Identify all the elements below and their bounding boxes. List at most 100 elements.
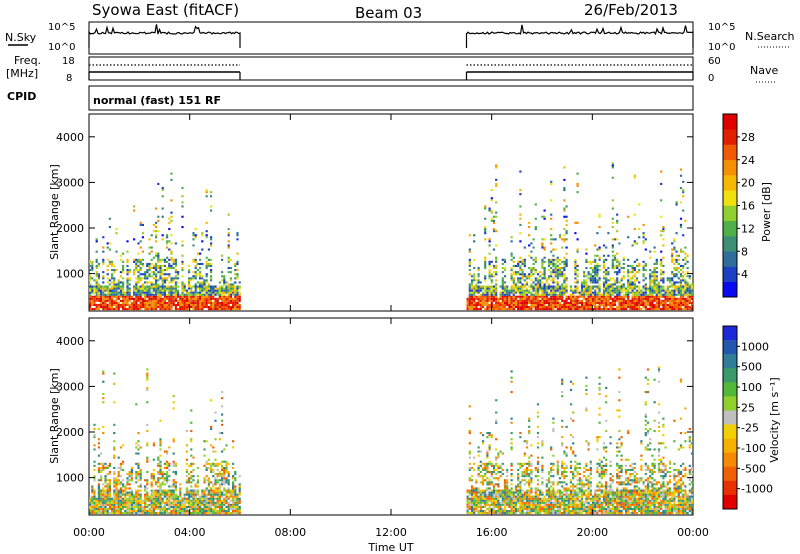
range-cell <box>679 308 683 311</box>
range-cell <box>190 489 193 492</box>
range-cell <box>141 236 144 239</box>
range-cell <box>117 495 120 498</box>
range-cell <box>510 487 513 490</box>
range-cell <box>662 256 665 259</box>
range-cell <box>122 505 125 508</box>
range-cell <box>490 293 493 296</box>
range-cell <box>216 489 219 492</box>
range-cell <box>677 306 680 309</box>
range-cell <box>207 258 210 261</box>
range-cell <box>146 510 149 513</box>
range-cell <box>190 297 193 300</box>
range-cell <box>117 512 120 515</box>
range-cell <box>506 481 509 484</box>
range-cell <box>517 483 520 486</box>
range-cell <box>499 295 502 298</box>
range-cell <box>104 297 107 300</box>
range-cell <box>616 271 619 274</box>
range-cell <box>210 287 213 290</box>
range-cell <box>519 295 522 298</box>
range-cell <box>119 446 122 449</box>
range-cell <box>229 512 232 515</box>
range-cell <box>205 230 208 233</box>
range-cell <box>214 483 217 486</box>
range-cell <box>130 479 133 482</box>
range-cell <box>155 291 158 294</box>
range-cell <box>673 238 676 241</box>
range-cell <box>174 258 177 261</box>
range-cell <box>552 279 555 282</box>
range-cell <box>148 287 151 290</box>
range-cell <box>510 287 513 290</box>
range-cell <box>146 374 149 377</box>
power-cells <box>89 162 694 311</box>
range-cell <box>214 462 217 465</box>
range-cell <box>607 287 610 290</box>
range-cell <box>113 308 116 311</box>
range-cell <box>550 228 553 231</box>
range-cell <box>492 510 496 513</box>
range-cell <box>484 497 487 500</box>
range-cell <box>525 489 529 492</box>
range-cell <box>225 297 228 300</box>
range-cell <box>106 285 109 288</box>
range-cell <box>188 497 191 500</box>
range-cell <box>225 471 228 474</box>
range-cell <box>181 301 184 304</box>
range-cell <box>684 297 687 300</box>
range-cell <box>122 462 125 465</box>
range-cell <box>166 499 169 502</box>
range-cell <box>543 291 546 294</box>
range-cell <box>473 491 476 494</box>
range-cell <box>519 279 522 282</box>
range-cell <box>113 495 116 498</box>
range-cell <box>490 471 493 474</box>
range-cell <box>523 273 526 276</box>
range-cell <box>523 497 526 500</box>
range-cell <box>157 471 160 474</box>
range-cell <box>484 505 487 508</box>
range-cell <box>157 258 160 261</box>
range-cell <box>622 262 625 265</box>
range-cell <box>205 493 208 496</box>
range-cell <box>108 226 111 229</box>
range-cell <box>122 306 125 309</box>
range-cell <box>490 275 493 278</box>
range-cell <box>594 271 597 274</box>
range-cell <box>578 308 581 311</box>
range-cell <box>525 495 529 498</box>
range-cell <box>673 269 676 272</box>
range-cell <box>111 262 114 265</box>
range-cell <box>102 287 105 290</box>
range-cell <box>122 287 125 290</box>
range-cell <box>234 301 237 304</box>
range-cell <box>620 277 623 280</box>
range-cell <box>675 273 678 276</box>
range-cell <box>488 512 491 515</box>
range-cell <box>563 166 566 169</box>
range-cell <box>155 279 158 282</box>
range-cell <box>565 279 568 282</box>
range-cell <box>503 499 507 502</box>
range-cell <box>122 489 125 492</box>
range-cell <box>117 279 120 282</box>
range-cell <box>139 223 142 226</box>
range-cell <box>473 279 476 282</box>
range-cell <box>484 262 487 265</box>
range-cell <box>135 475 138 478</box>
range-cell <box>490 434 493 437</box>
range-cell <box>510 489 513 492</box>
range-cell <box>536 279 540 282</box>
range-cell <box>488 308 491 311</box>
range-cell <box>602 260 606 263</box>
range-cell <box>93 477 96 480</box>
range-cell <box>174 499 177 502</box>
range-cell <box>203 301 206 304</box>
range-cell <box>572 295 575 298</box>
range-cell <box>602 254 606 257</box>
range-cell <box>492 248 496 251</box>
range-cell <box>576 285 579 288</box>
range-cell <box>528 301 531 304</box>
range-cell <box>497 512 500 515</box>
range-cell <box>609 291 612 294</box>
